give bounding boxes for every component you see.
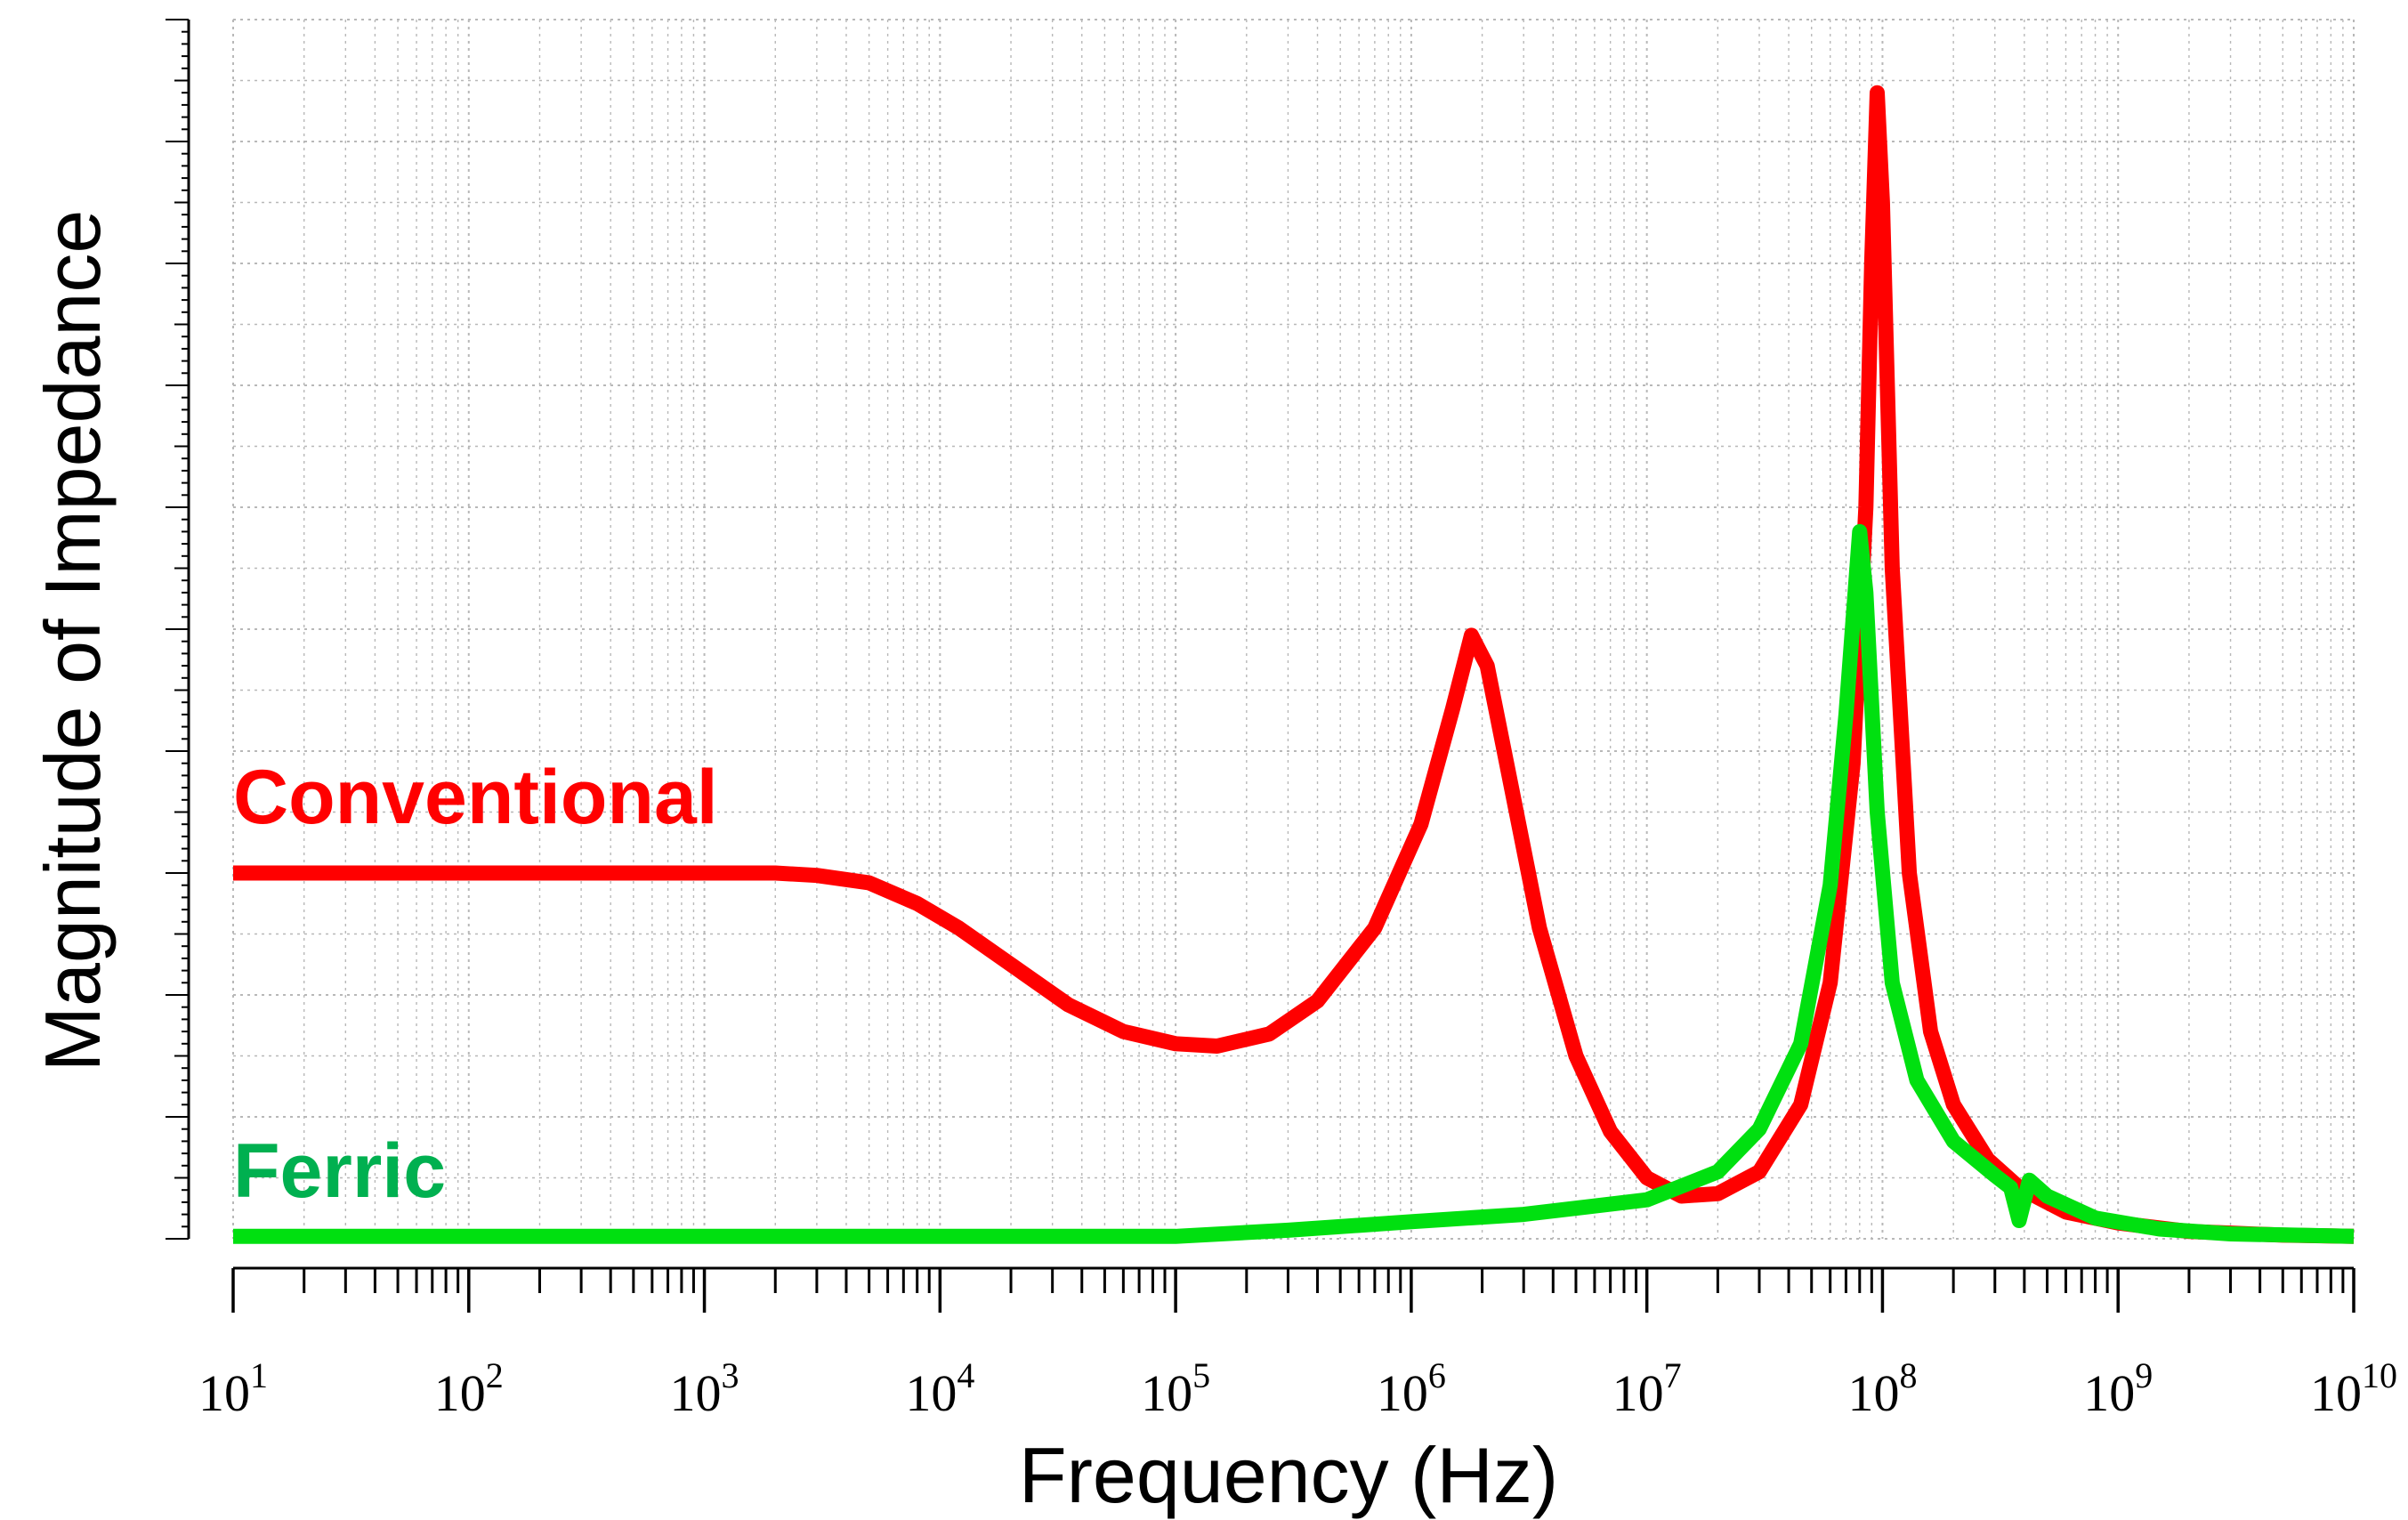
x-tick-label-exponent: 5	[1192, 1355, 1210, 1395]
y-axis-label: Magnitude of Impedance	[28, 210, 117, 1072]
x-tick-label: 105	[1141, 1355, 1210, 1422]
x-tick-label-base: 10	[670, 1364, 722, 1422]
x-tick-label-exponent: 3	[722, 1355, 739, 1395]
grid-layer	[232, 19, 2355, 1240]
x-axis-label: Frequency (Hz)	[1019, 1431, 1558, 1519]
x-tick-label-exponent: 8	[1899, 1355, 1917, 1395]
series-line-ferric	[233, 523, 2355, 1244]
x-tick-label-exponent: 1	[250, 1355, 268, 1395]
x-tick-label-base: 10	[1847, 1364, 1899, 1422]
x-tick-label-exponent: 9	[2135, 1355, 2153, 1395]
x-tick-label: 1010	[2310, 1355, 2397, 1422]
x-tick-label-base: 10	[905, 1364, 957, 1422]
annotation-ferric: Ferric	[233, 1128, 446, 1214]
x-tick-label: 103	[670, 1355, 739, 1422]
series-layer	[233, 85, 2355, 1244]
x-tick-label-exponent: 6	[1428, 1355, 1446, 1395]
x-tick-label-base: 10	[1377, 1364, 1428, 1422]
x-tick-label-base: 10	[1612, 1364, 1664, 1422]
x-tick-label-base: 10	[2083, 1364, 2135, 1422]
x-tick-label-base: 10	[1141, 1364, 1192, 1422]
x-tick-label-exponent: 10	[2362, 1355, 2397, 1395]
x-tick-label: 108	[1847, 1355, 1917, 1422]
x-tick-label: 109	[2083, 1355, 2153, 1422]
x-tick-label: 104	[905, 1355, 974, 1422]
x-tick-label-base: 10	[434, 1364, 486, 1422]
x-tick-label: 106	[1377, 1355, 1446, 1422]
x-tick-label: 101	[198, 1355, 268, 1422]
axes-layer	[166, 19, 2355, 1313]
x-tick-label-base: 10	[198, 1364, 250, 1422]
annotation-conventional: Conventional	[233, 755, 718, 840]
x-tick-label-exponent: 7	[1664, 1355, 1682, 1395]
x-tick-label: 107	[1612, 1355, 1682, 1422]
x-tick-label-exponent: 2	[486, 1355, 504, 1395]
series-line-conventional	[233, 85, 2355, 1244]
x-tick-label: 102	[434, 1355, 504, 1422]
text-layer: Magnitude of Impedance Frequency (Hz) Co…	[28, 210, 2397, 1519]
x-tick-label-base: 10	[2310, 1364, 2362, 1422]
x-tick-label-exponent: 4	[957, 1355, 974, 1395]
